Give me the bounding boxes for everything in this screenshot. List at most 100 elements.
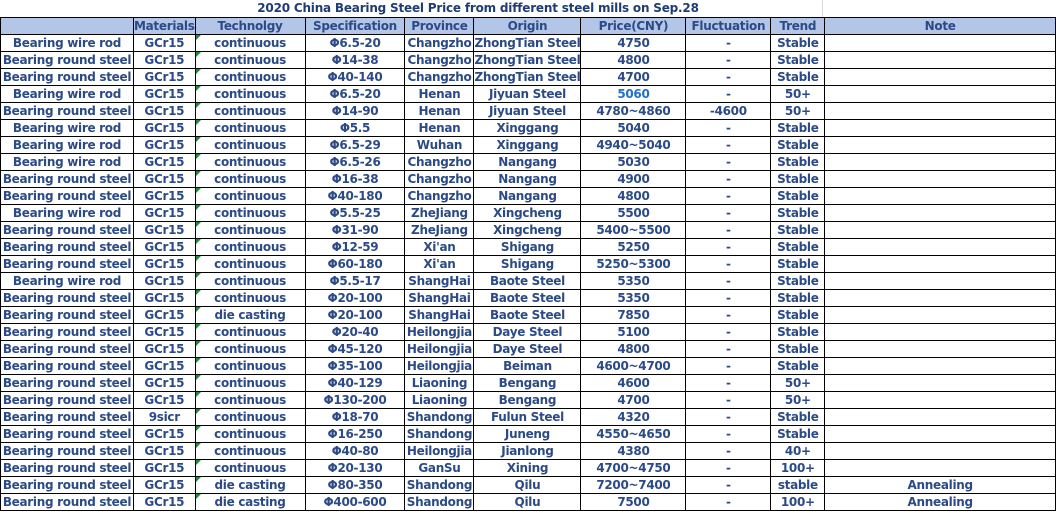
cell-trend[interactable]: 50+ <box>770 102 826 120</box>
cell-product[interactable]: Bearing wire rod <box>0 34 134 52</box>
cell-product[interactable]: Bearing round steel <box>0 170 134 188</box>
cell-material[interactable]: GCr15 <box>132 255 196 273</box>
cell-origin[interactable]: Jiyuan Steel <box>473 85 582 103</box>
cell-origin[interactable]: ZhongTian Steel <box>473 34 582 52</box>
cell-trend[interactable]: Stable <box>770 204 826 222</box>
cell-material[interactable]: GCr15 <box>132 119 196 137</box>
column-header-origin[interactable]: Origin <box>473 17 582 35</box>
cell-note[interactable] <box>824 136 1056 154</box>
cell-trend[interactable]: Stable <box>770 238 826 256</box>
cell-price[interactable]: 5100 <box>580 323 687 341</box>
cell-product[interactable]: Bearing round steel <box>0 357 134 375</box>
cell-specification[interactable]: Φ16-38 <box>304 170 406 188</box>
cell-price[interactable]: 5060 <box>580 85 687 103</box>
cell-origin[interactable]: Bengang <box>473 391 582 409</box>
cell-fluctuation[interactable]: - <box>685 306 772 324</box>
cell-material[interactable]: GCr15 <box>132 459 196 477</box>
cell-price[interactable]: 4800 <box>580 340 687 358</box>
cell-fluctuation[interactable]: - <box>685 425 772 443</box>
cell-trend[interactable]: Stable <box>770 170 826 188</box>
cell-note[interactable] <box>824 374 1056 392</box>
cell-price[interactable]: 5250 <box>580 238 687 256</box>
cell-material[interactable]: GCr15 <box>132 323 196 341</box>
cell-material[interactable]: GCr15 <box>132 272 196 290</box>
cell-note[interactable] <box>824 187 1056 205</box>
cell-trend[interactable]: 50+ <box>770 374 826 392</box>
cell-note[interactable] <box>824 34 1056 52</box>
cell-origin[interactable]: Daye Steel <box>473 340 582 358</box>
cell-material[interactable]: GCr15 <box>132 476 196 494</box>
cell-material[interactable]: GCr15 <box>132 442 196 460</box>
cell-fluctuation[interactable]: - <box>685 68 772 86</box>
cell-price[interactable]: 4320 <box>580 408 687 426</box>
cell-specification[interactable]: Φ40-140 <box>304 68 406 86</box>
cell-specification[interactable]: Φ20-100 <box>304 289 406 307</box>
cell-price[interactable]: 4700 <box>580 68 687 86</box>
cell-price[interactable]: 4700~4750 <box>580 459 687 477</box>
cell-fluctuation[interactable]: - <box>685 34 772 52</box>
cell-province[interactable]: Liaoning <box>404 374 475 392</box>
cell-note[interactable] <box>824 170 1056 188</box>
cell-specification[interactable]: Φ35-100 <box>304 357 406 375</box>
cell-origin[interactable]: Xinggang <box>473 119 582 137</box>
column-header-material[interactable]: Materials <box>132 17 196 35</box>
cell-trend[interactable]: Stable <box>770 221 826 239</box>
cell-product[interactable]: Bearing round steel <box>0 289 134 307</box>
cell-origin[interactable]: Baote Steel <box>473 306 582 324</box>
cell-province[interactable]: Shandong <box>404 476 475 494</box>
cell-note[interactable] <box>824 68 1056 86</box>
cell-origin[interactable]: Xining <box>473 459 582 477</box>
cell-province[interactable]: Xi'an <box>404 255 475 273</box>
cell-product[interactable]: Bearing round steel <box>0 187 134 205</box>
cell-fluctuation[interactable]: - <box>685 323 772 341</box>
cell-note[interactable] <box>824 408 1056 426</box>
cell-material[interactable]: GCr15 <box>132 68 196 86</box>
cell-product[interactable]: Bearing round steel <box>0 391 134 409</box>
cell-note[interactable] <box>824 51 1056 69</box>
cell-material[interactable]: GCr15 <box>132 221 196 239</box>
cell-technology[interactable]: continuous <box>194 136 306 154</box>
cell-note[interactable] <box>824 357 1056 375</box>
cell-specification[interactable]: Φ130-200 <box>304 391 406 409</box>
cell-trend[interactable]: Stable <box>770 34 826 52</box>
cell-material[interactable]: GCr15 <box>132 85 196 103</box>
cell-fluctuation[interactable]: - <box>685 391 772 409</box>
cell-specification[interactable]: Φ20-40 <box>304 323 406 341</box>
cell-price[interactable]: 5350 <box>580 289 687 307</box>
cell-product[interactable]: Bearing round steel <box>0 238 134 256</box>
cell-price[interactable]: 7850 <box>580 306 687 324</box>
cell-fluctuation[interactable]: - <box>685 459 772 477</box>
cell-product[interactable]: Bearing round steel <box>0 408 134 426</box>
cell-trend[interactable]: Stable <box>770 187 826 205</box>
cell-note[interactable] <box>824 340 1056 358</box>
cell-origin[interactable]: Bengang <box>473 374 582 392</box>
cell-price[interactable]: 4800 <box>580 51 687 69</box>
cell-origin[interactable]: Baote Steel <box>473 289 582 307</box>
cell-product[interactable]: Bearing round steel <box>0 340 134 358</box>
cell-origin[interactable]: Daye Steel <box>473 323 582 341</box>
cell-trend[interactable]: 50+ <box>770 85 826 103</box>
cell-technology[interactable]: continuous <box>194 204 306 222</box>
cell-material[interactable]: 9sicr <box>132 408 196 426</box>
cell-product[interactable]: Bearing round steel <box>0 459 134 477</box>
cell-trend[interactable]: Stable <box>770 425 826 443</box>
cell-product[interactable]: Bearing round steel <box>0 493 134 511</box>
cell-province[interactable]: Heilongjia <box>404 442 475 460</box>
cell-technology[interactable]: continuous <box>194 425 306 443</box>
cell-note[interactable] <box>824 459 1056 477</box>
column-header-note[interactable]: Note <box>824 17 1056 35</box>
cell-trend[interactable]: Stable <box>770 51 826 69</box>
cell-material[interactable]: GCr15 <box>132 204 196 222</box>
cell-material[interactable]: GCr15 <box>132 170 196 188</box>
cell-fluctuation[interactable]: - <box>685 408 772 426</box>
cell-province[interactable]: ShangHai <box>404 272 475 290</box>
cell-origin[interactable]: Xingcheng <box>473 221 582 239</box>
cell-fluctuation[interactable]: - <box>685 187 772 205</box>
cell-specification[interactable]: Φ16-250 <box>304 425 406 443</box>
cell-note[interactable] <box>824 323 1056 341</box>
cell-product[interactable]: Bearing round steel <box>0 221 134 239</box>
cell-product[interactable]: Bearing wire rod <box>0 272 134 290</box>
cell-technology[interactable]: continuous <box>194 289 306 307</box>
cell-province[interactable]: GanSu <box>404 459 475 477</box>
cell-specification[interactable]: Φ6.5-26 <box>304 153 406 171</box>
